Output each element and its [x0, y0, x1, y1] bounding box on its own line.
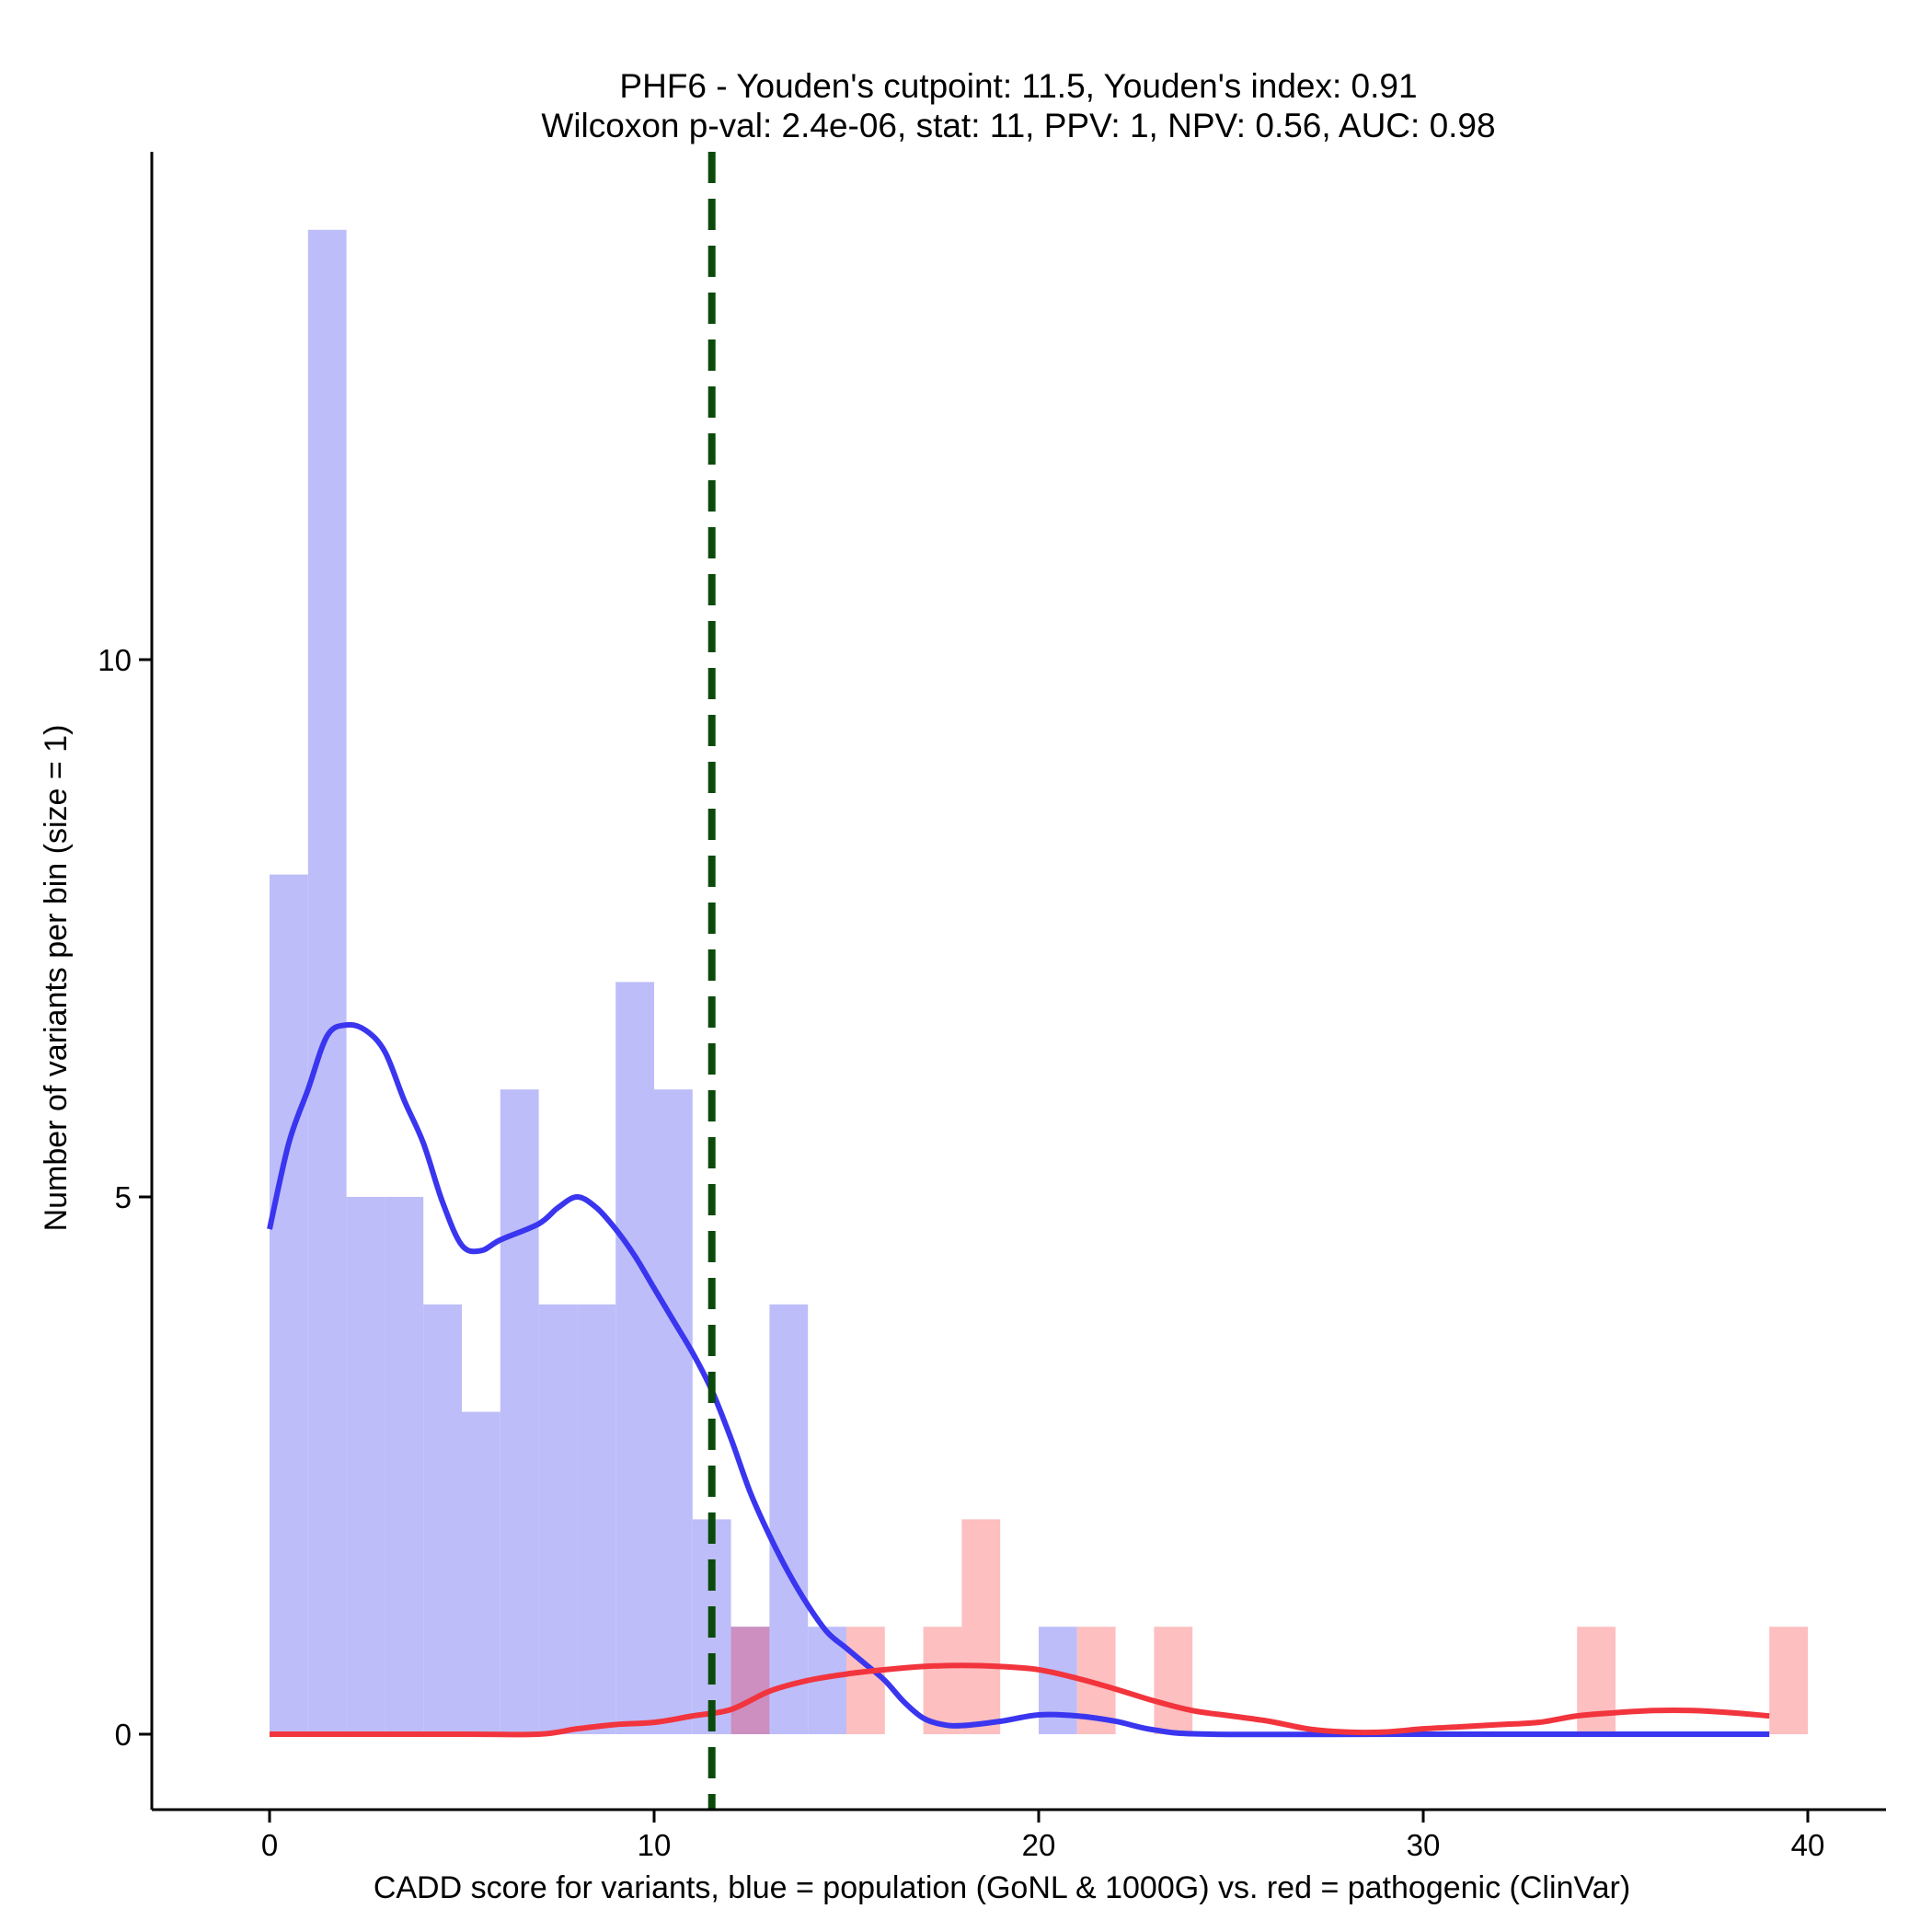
population-bar — [346, 1197, 385, 1734]
y-axis-label: Number of variants per bin (size = 1) — [39, 725, 74, 1232]
chart-title: PHF6 - Youden's cutpoint: 11.5, Youden's… — [619, 67, 1417, 105]
population-bar — [270, 874, 308, 1734]
population-bar — [538, 1304, 578, 1734]
population-bar — [577, 1304, 616, 1734]
pathogenic-bar — [1154, 1627, 1193, 1734]
population-bar — [462, 1411, 500, 1734]
population-bar — [615, 982, 654, 1734]
x-tick-label: 30 — [1407, 1828, 1441, 1862]
pathogenic-bars — [730, 1519, 1808, 1734]
pathogenic-bar — [730, 1627, 770, 1734]
y-axis-ticks: 0 5 10 — [98, 643, 152, 1752]
population-density-line — [267, 1021, 1770, 1738]
pathogenic-bar — [846, 1627, 885, 1734]
x-tick-label: 40 — [1791, 1828, 1825, 1862]
y-tick-label: 0 — [115, 1718, 132, 1752]
x-tick-label: 20 — [1022, 1828, 1056, 1862]
population-bar — [500, 1089, 539, 1734]
population-bar — [307, 229, 347, 1734]
x-tick-label: 10 — [638, 1828, 672, 1862]
population-bar — [769, 1304, 809, 1734]
pathogenic-bar — [1577, 1627, 1616, 1734]
pathogenic-bar — [923, 1627, 962, 1734]
population-bars — [270, 229, 1077, 1734]
y-tick-label: 10 — [98, 643, 132, 677]
x-axis-ticks: 0 10 20 30 40 — [261, 1810, 1825, 1862]
plot-area — [267, 152, 1808, 1810]
y-tick-label: 5 — [115, 1180, 132, 1214]
pathogenic-bar — [961, 1519, 1001, 1734]
population-bar — [654, 1089, 693, 1734]
population-bar — [423, 1304, 462, 1734]
x-tick-label: 0 — [261, 1828, 278, 1862]
chart-subtitle: Wilcoxon p-val: 2.4e-06, stat: 11, PPV: … — [541, 107, 1495, 144]
x-axis-label: CADD score for variants, blue = populati… — [374, 1870, 1630, 1905]
pathogenic-density-line — [269, 1662, 1770, 1738]
pathogenic-bar — [1769, 1627, 1808, 1734]
population-bar — [385, 1197, 424, 1734]
